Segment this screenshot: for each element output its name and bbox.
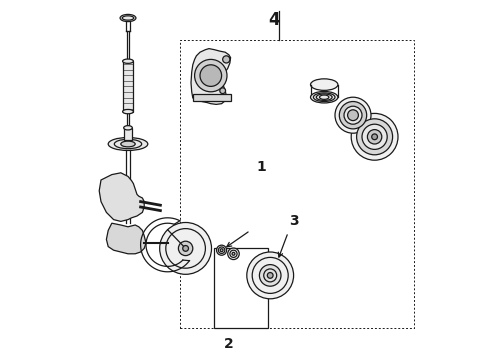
Bar (215, 248, 269, 328)
Ellipse shape (178, 241, 193, 256)
Polygon shape (106, 223, 146, 254)
Text: 3: 3 (289, 215, 298, 228)
Ellipse shape (362, 124, 387, 149)
Ellipse shape (122, 59, 133, 63)
Ellipse shape (232, 252, 235, 255)
Ellipse shape (368, 130, 382, 144)
Ellipse shape (160, 222, 212, 274)
Polygon shape (191, 49, 231, 104)
Polygon shape (193, 94, 231, 101)
Ellipse shape (344, 106, 362, 124)
Ellipse shape (357, 119, 392, 155)
Ellipse shape (372, 134, 377, 140)
Ellipse shape (120, 14, 136, 22)
Ellipse shape (347, 110, 358, 121)
Bar (123, 128, 132, 140)
Text: 1: 1 (256, 161, 266, 174)
Bar (180, 40, 414, 328)
Ellipse shape (268, 273, 273, 278)
Ellipse shape (195, 59, 227, 92)
Ellipse shape (339, 102, 367, 129)
Ellipse shape (200, 65, 221, 86)
Ellipse shape (228, 248, 239, 260)
Ellipse shape (123, 126, 132, 130)
Ellipse shape (121, 141, 135, 147)
Text: 4: 4 (268, 11, 280, 29)
Ellipse shape (335, 97, 371, 133)
Text: 2: 2 (224, 337, 234, 351)
Ellipse shape (247, 252, 294, 299)
Ellipse shape (311, 91, 338, 103)
Ellipse shape (259, 265, 281, 286)
Ellipse shape (122, 109, 133, 114)
Ellipse shape (351, 113, 398, 160)
Ellipse shape (311, 79, 338, 90)
Ellipse shape (108, 138, 148, 150)
Ellipse shape (222, 56, 230, 63)
Bar (122, 61, 133, 112)
Polygon shape (99, 173, 144, 221)
Ellipse shape (220, 249, 223, 252)
Ellipse shape (217, 245, 227, 255)
Ellipse shape (220, 88, 225, 94)
Ellipse shape (183, 246, 189, 251)
